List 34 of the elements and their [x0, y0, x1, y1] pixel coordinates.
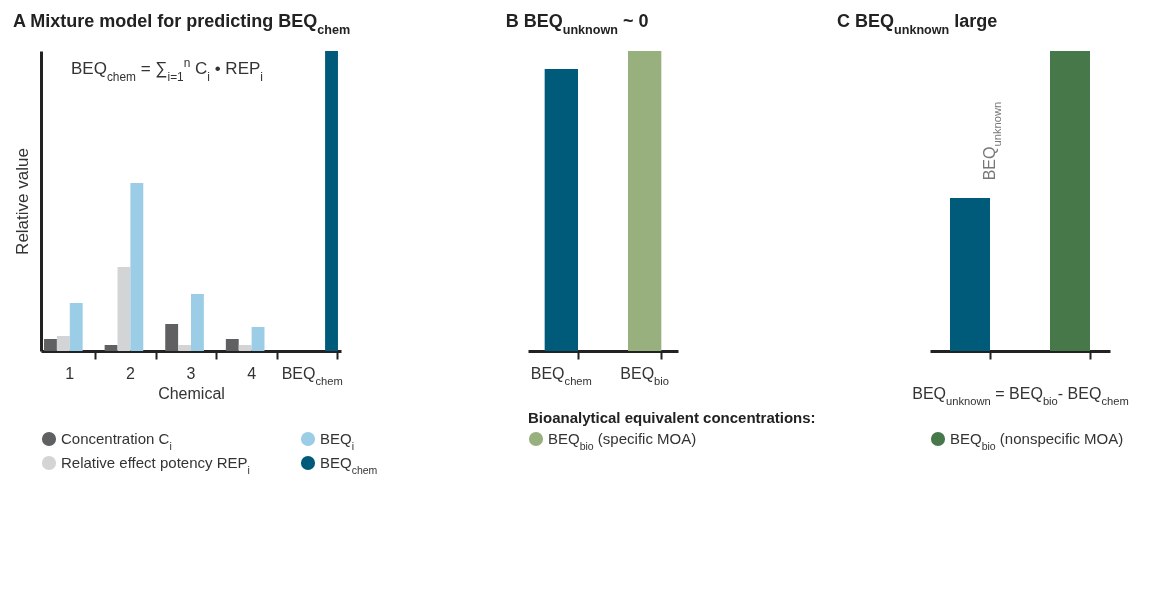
x-tick-label: BEQ$_{chem}$: [281, 364, 343, 387]
legend-label: Relative effect potency REP$_{i}$: [61, 454, 250, 476]
chart-title: A Mixture model for predicting BEQ$_{chem}$: [13, 11, 351, 37]
bar: [56, 336, 70, 351]
bar: [178, 345, 191, 351]
bar: [225, 339, 239, 351]
x-tick-label: 3: [186, 364, 196, 382]
text: BEQ$_{bio}$ (nonspecific MOA): [950, 430, 1124, 452]
bar: [69, 303, 83, 351]
legend-label: BEQ$_{bio}$ (specific MOA): [548, 430, 697, 452]
chart-title: B BEQ$_{unknown}$ ~ 0: [505, 11, 649, 37]
text: BEQ$_{chem}$ = ∑$_{i=1}$$^{n}$ C$_{i}$ • REP$_{i}$: [71, 56, 263, 84]
bar: [251, 327, 265, 351]
bar: [117, 267, 131, 351]
x-tick-label: BEQ$_{chem}$: [530, 364, 592, 387]
legend-label: BEQ$_{i}$: [320, 430, 355, 452]
x-tick-label: 2: [125, 364, 135, 382]
y-axis-title: Relative value: [12, 148, 32, 255]
x-axis-title: Chemical: [158, 384, 225, 402]
legend-title: Bioanalytical equivalent concentrations:: [528, 409, 816, 426]
x-tick-label: 1: [65, 364, 75, 382]
bar: [238, 345, 252, 351]
bar: [325, 51, 338, 351]
bar: [44, 339, 57, 351]
chart-title: C BEQ$_{unknown}$ large: [836, 11, 998, 37]
bar: [191, 294, 204, 351]
legend-label: BEQ$_{chem}$: [320, 454, 378, 476]
x-tick-label: 4: [247, 364, 257, 382]
bar: [130, 183, 144, 351]
legend-label: Concentration C$_{i}$: [61, 430, 172, 452]
bar: [165, 324, 179, 351]
x-tick-label: BEQ$_{bio}$: [620, 364, 670, 387]
bar: [104, 345, 118, 351]
x-axis-title: BEQ$_{unknown}$ = BEQ$_{bio}$- BEQ$_{chem}$: [912, 384, 1129, 407]
